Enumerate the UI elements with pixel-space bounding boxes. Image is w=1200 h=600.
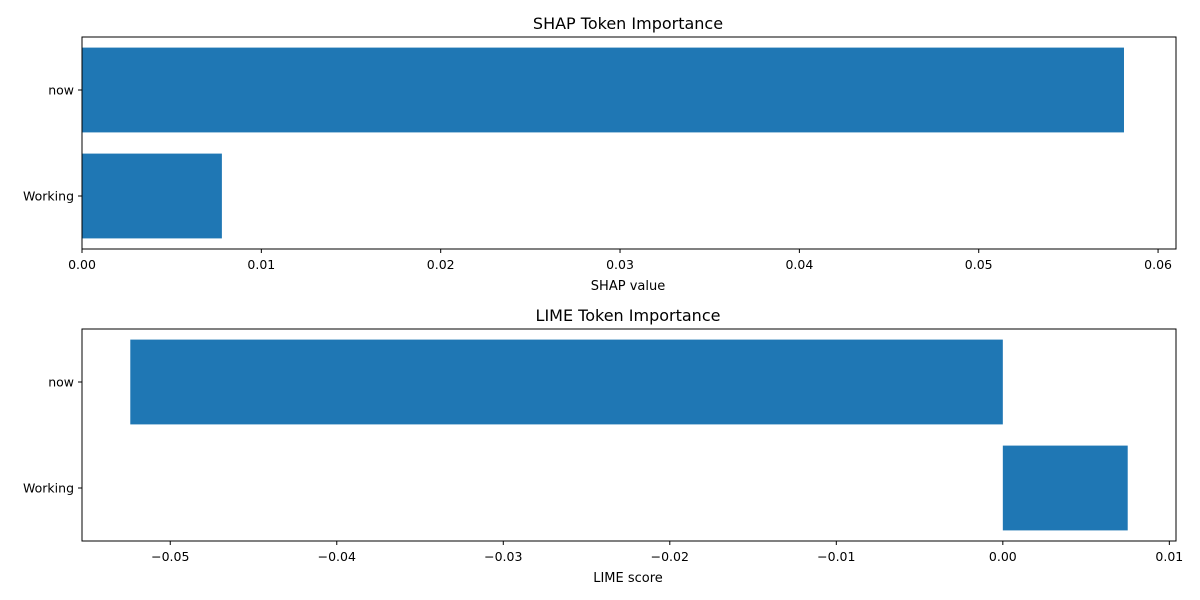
shap-x-axis-label: SHAP value bbox=[591, 279, 665, 294]
lime-x-tick-label: −0.03 bbox=[484, 549, 522, 564]
lime-x-tick-label: −0.05 bbox=[151, 549, 189, 564]
lime-x-tick-label: −0.04 bbox=[318, 549, 356, 564]
shap-x-tick-label: 0.00 bbox=[68, 257, 96, 272]
lime-bar-working bbox=[1002, 445, 1128, 531]
shap-x-tick-label: 0.04 bbox=[785, 257, 813, 272]
lime-x-tick-label: −0.02 bbox=[651, 549, 689, 564]
shap-y-tick-label: Working bbox=[23, 189, 74, 204]
shap-chart: SHAP Token Importance SHAP value now Work… bbox=[23, 14, 1177, 294]
lime-x-axis-label: LIME score bbox=[593, 571, 663, 586]
lime-chart: LIME Token Importance LIME score now Work… bbox=[23, 306, 1183, 586]
lime-y-tick-label: now bbox=[48, 375, 74, 390]
lime-y-tick-label: Working bbox=[23, 481, 74, 496]
shap-axes-frame bbox=[81, 36, 1177, 250]
lime-x-tick-label: 0.00 bbox=[989, 549, 1017, 564]
shap-x-tick-label: 0.02 bbox=[427, 257, 455, 272]
shap-x-tick-label: 0.03 bbox=[606, 257, 634, 272]
lime-x-tick-label: −0.01 bbox=[817, 549, 855, 564]
lime-axes-frame bbox=[81, 328, 1177, 542]
shap-chart-title: SHAP Token Importance bbox=[533, 14, 723, 33]
shap-y-tick-label: now bbox=[48, 83, 74, 98]
shap-x-tick-label: 0.05 bbox=[965, 257, 993, 272]
lime-bar-now bbox=[130, 339, 1003, 425]
shap-bar-now bbox=[82, 47, 1124, 133]
shap-x-tick-label: 0.06 bbox=[1144, 257, 1172, 272]
shap-x-tick-label: 0.01 bbox=[247, 257, 275, 272]
lime-chart-title: LIME Token Importance bbox=[536, 306, 721, 325]
lime-x-tick-label: 0.01 bbox=[1155, 549, 1183, 564]
shap-bar-working bbox=[82, 153, 222, 239]
